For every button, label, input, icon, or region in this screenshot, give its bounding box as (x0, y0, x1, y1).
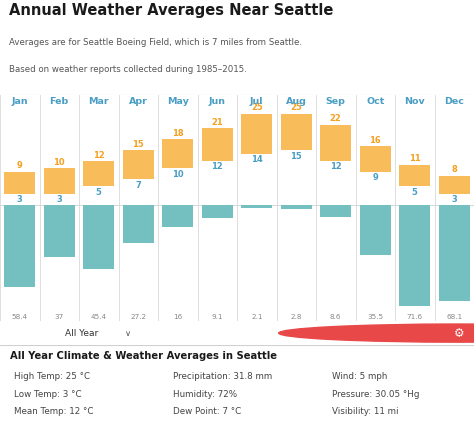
Bar (241, 205, 272, 207)
Text: May: May (167, 97, 189, 105)
Bar (44, 168, 75, 194)
Text: 2.8: 2.8 (291, 314, 302, 320)
Text: High Temp: 25 °C: High Temp: 25 °C (14, 372, 91, 381)
Text: Aug: Aug (286, 97, 307, 105)
Bar (83, 205, 114, 269)
Text: 18: 18 (172, 129, 183, 138)
Text: All Year Climate & Weather Averages in Seattle: All Year Climate & Weather Averages in S… (10, 351, 277, 361)
Text: 16: 16 (173, 314, 182, 320)
Bar (123, 205, 154, 243)
Text: 37: 37 (55, 314, 64, 320)
Bar (360, 205, 391, 255)
Text: 45.4: 45.4 (91, 314, 107, 320)
Text: Pressure: 30.05 °Hg: Pressure: 30.05 °Hg (332, 390, 419, 398)
Bar (4, 205, 35, 287)
Bar (439, 176, 470, 194)
Circle shape (279, 324, 474, 342)
Bar (123, 150, 154, 179)
Text: 22: 22 (330, 114, 342, 123)
Bar (281, 205, 311, 209)
Text: 25: 25 (291, 103, 302, 112)
Bar (399, 164, 430, 187)
Text: 21: 21 (211, 118, 223, 127)
Bar (241, 114, 272, 154)
Text: 2.1: 2.1 (251, 314, 263, 320)
Text: 58.4: 58.4 (12, 314, 28, 320)
Text: 3: 3 (56, 195, 62, 204)
Text: 68.1: 68.1 (446, 314, 462, 320)
Text: 3: 3 (451, 195, 457, 204)
Text: ∨: ∨ (125, 329, 131, 338)
Text: Sep: Sep (326, 97, 346, 105)
Text: 14: 14 (251, 155, 263, 164)
Text: 25: 25 (251, 103, 263, 112)
Bar (439, 205, 470, 301)
Text: Based on weather reports collected during 1985–2015.: Based on weather reports collected durin… (9, 65, 246, 74)
Bar (162, 139, 193, 168)
Text: Humidity: 72%: Humidity: 72% (173, 390, 237, 398)
Text: 15: 15 (132, 140, 144, 148)
Text: Precipitation: 31.8 mm: Precipitation: 31.8 mm (173, 372, 272, 381)
Text: ⚙: ⚙ (454, 327, 464, 339)
Text: 9: 9 (17, 161, 23, 171)
Text: 15: 15 (291, 151, 302, 161)
Text: Apr: Apr (129, 97, 148, 105)
Text: All Year: All Year (65, 329, 99, 338)
Bar (360, 146, 391, 172)
Text: Oct: Oct (366, 97, 384, 105)
Bar (83, 161, 114, 187)
Text: Showing:: Showing: (10, 329, 60, 338)
Text: Visibility: 11 mi: Visibility: 11 mi (332, 407, 398, 416)
Bar (202, 205, 233, 217)
Text: 9: 9 (373, 173, 378, 182)
FancyBboxPatch shape (55, 324, 137, 342)
Text: Averages are for Seattle Boeing Field, which is 7 miles from Seattle.: Averages are for Seattle Boeing Field, w… (9, 38, 301, 47)
Bar (281, 114, 311, 150)
Text: 7: 7 (136, 181, 141, 190)
Text: 11: 11 (409, 154, 420, 163)
Bar (202, 128, 233, 161)
Bar (320, 205, 351, 217)
Bar (4, 172, 35, 194)
Text: 10: 10 (54, 158, 65, 167)
Bar (44, 205, 75, 257)
Text: 5: 5 (96, 188, 102, 197)
Text: Wind: 5 mph: Wind: 5 mph (332, 372, 387, 381)
Text: Dew Point: 7 °C: Dew Point: 7 °C (173, 407, 241, 416)
Text: Jul: Jul (250, 97, 264, 105)
Bar (162, 205, 193, 227)
Text: Feb: Feb (50, 97, 69, 105)
Text: 5: 5 (412, 188, 418, 197)
Text: 35.5: 35.5 (367, 314, 383, 320)
Text: 9.1: 9.1 (211, 314, 223, 320)
Text: 16: 16 (369, 136, 381, 145)
Text: 10: 10 (172, 170, 183, 179)
Text: Mean Temp: 12 °C: Mean Temp: 12 °C (14, 407, 94, 416)
Text: 8: 8 (451, 165, 457, 174)
Text: 27.2: 27.2 (130, 314, 146, 320)
Text: 8.6: 8.6 (330, 314, 341, 320)
Bar (399, 205, 430, 306)
Text: 71.6: 71.6 (407, 314, 423, 320)
Text: 12: 12 (93, 151, 105, 160)
Text: Jun: Jun (209, 97, 226, 105)
Bar (320, 125, 351, 161)
Text: Nov: Nov (404, 97, 425, 105)
Text: 12: 12 (330, 162, 342, 171)
Text: Annual Weather Averages Near Seattle: Annual Weather Averages Near Seattle (9, 3, 333, 18)
Text: Jan: Jan (11, 97, 28, 105)
Text: 12: 12 (211, 162, 223, 171)
Text: Mar: Mar (89, 97, 109, 105)
Text: 3: 3 (17, 195, 23, 204)
Text: Low Temp: 3 °C: Low Temp: 3 °C (14, 390, 82, 398)
Text: Dec: Dec (444, 97, 464, 105)
